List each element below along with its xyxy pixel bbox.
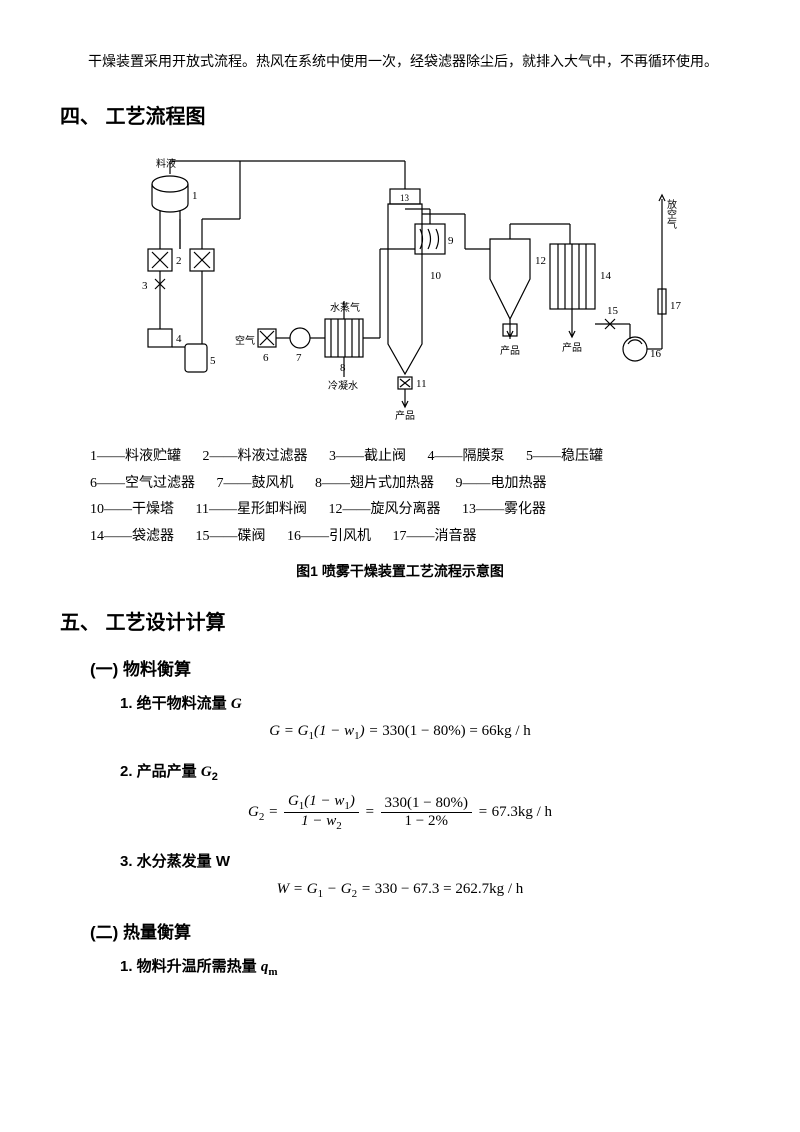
- svg-text:1: 1: [192, 190, 198, 202]
- svg-text:5: 5: [210, 355, 216, 367]
- item-heading-g2: 2. 产品产量 G2: [120, 760, 740, 783]
- legend-row: 10——干燥塔 11——星形卸料阀 12——旋风分离器 13——雾化器: [90, 497, 710, 524]
- svg-text:7: 7: [296, 352, 302, 364]
- svg-text:15: 15: [607, 305, 619, 317]
- svg-text:4: 4: [176, 333, 182, 345]
- legend-row: 6——空气过滤器 7——鼓风机 8——翅片式加热器 9——电加热器: [90, 471, 710, 498]
- product-label-3: 产品: [562, 341, 582, 354]
- svg-text:2: 2: [176, 255, 182, 267]
- legend-row: 14——袋滤器 15——碟阀 16——引风机 17——消音器: [90, 524, 710, 551]
- svg-text:3: 3: [142, 280, 148, 292]
- product-label-2: 产品: [500, 344, 520, 357]
- svg-text:14: 14: [600, 270, 612, 282]
- section-4-heading: 四、 工艺流程图: [60, 100, 740, 129]
- item-heading-w: 3. 水分蒸发量 W: [120, 850, 740, 871]
- subsection-5-2-heading: (二) 热量衡算: [90, 918, 740, 943]
- svg-text:6: 6: [263, 352, 269, 364]
- feed-label: 料液: [156, 157, 176, 170]
- legend-row: 1——料液贮罐 2——料液过滤器 3——截止阀 4——隔膜泵 5——稳压罐: [90, 444, 710, 471]
- subsection-5-1-heading: (一) 物料衡算: [90, 655, 740, 680]
- product-label-1: 产品: [395, 409, 415, 422]
- diagram-legend: 1——料液贮罐 2——料液过滤器 3——截止阀 4——隔膜泵 5——稳压罐 6—…: [90, 444, 710, 550]
- svg-text:12: 12: [535, 255, 546, 267]
- svg-text:16: 16: [650, 348, 662, 360]
- svg-text:17: 17: [670, 300, 682, 312]
- steam-label: 水蒸气: [330, 301, 360, 314]
- svg-text:13: 13: [400, 193, 410, 203]
- section-5-heading: 五、 工艺设计计算: [60, 606, 740, 635]
- formula-g2: G2 = G1(1 − w1)1 − w2 = 330(1 − 80%)1 − …: [60, 793, 740, 832]
- exhaust-label: 放空气: [665, 198, 677, 229]
- air-label: 空气: [235, 334, 255, 347]
- process-flow-diagram: 1 料液 2 3 4 5 空气: [110, 149, 690, 429]
- svg-text:8: 8: [340, 362, 346, 374]
- svg-text:9: 9: [448, 235, 454, 247]
- intro-paragraph: 干燥装置采用开放式流程。热风在系统中使用一次，经袋滤器除尘后，就排入大气中，不再…: [60, 50, 740, 75]
- item-heading-g: 1. 绝干物料流量 G: [120, 692, 740, 713]
- svg-text:10: 10: [430, 270, 442, 282]
- formula-g: G = G1(1 − w1) = 330(1 − 80%) = 66kg / h: [60, 723, 740, 742]
- condensate-label: 冷凝水: [328, 379, 358, 392]
- formula-w: W = G1 − G2 = 330 − 67.3 = 262.7kg / h: [60, 881, 740, 900]
- item-heading-qm: 1. 物料升温所需热量 qm: [120, 955, 740, 978]
- svg-text:11: 11: [416, 378, 427, 390]
- figure-1-caption: 图1 喷雾干燥装置工艺流程示意图: [60, 561, 740, 581]
